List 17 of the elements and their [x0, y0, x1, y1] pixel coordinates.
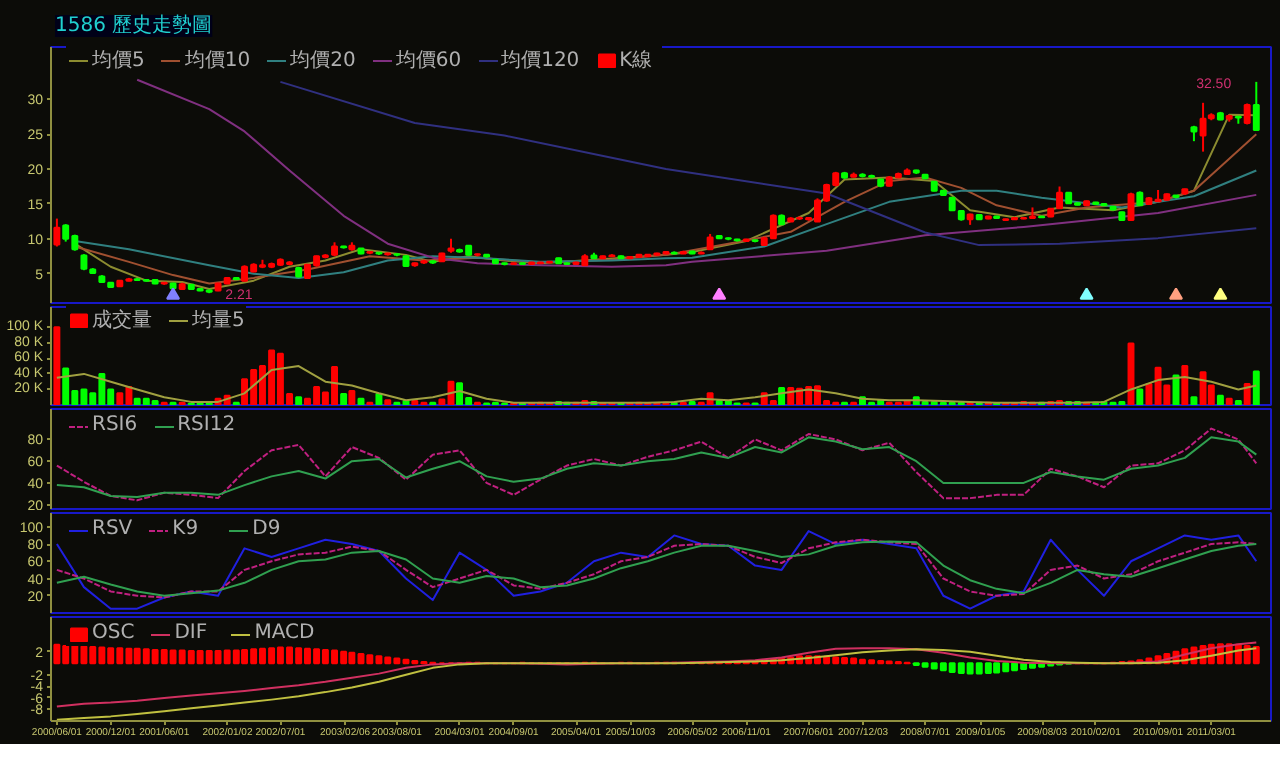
- legend-label: RSI12: [177, 414, 236, 436]
- legend-label: 成交量: [92, 307, 152, 334]
- legend-label: D9: [252, 518, 283, 540]
- legend-label: RSI6: [92, 414, 138, 436]
- legend-label: MACD: [254, 622, 315, 644]
- legend-label: 均價10: [184, 48, 251, 74]
- legend-label: DIF: [174, 622, 210, 644]
- legend-label: 均量5: [192, 308, 245, 334]
- legend-label: OSC: [92, 622, 135, 644]
- legend-label: 均價120: [501, 48, 580, 74]
- legend-label: 均價5: [92, 48, 145, 74]
- legend-label: 均價60: [395, 48, 462, 74]
- legend-label: K線: [619, 48, 655, 74]
- legend-label: RSV: [92, 518, 133, 540]
- legend-label: K9: [172, 518, 201, 540]
- chart-title: 1586 歷史走勢圖: [55, 13, 213, 37]
- legend-label: 均價20: [290, 48, 356, 74]
